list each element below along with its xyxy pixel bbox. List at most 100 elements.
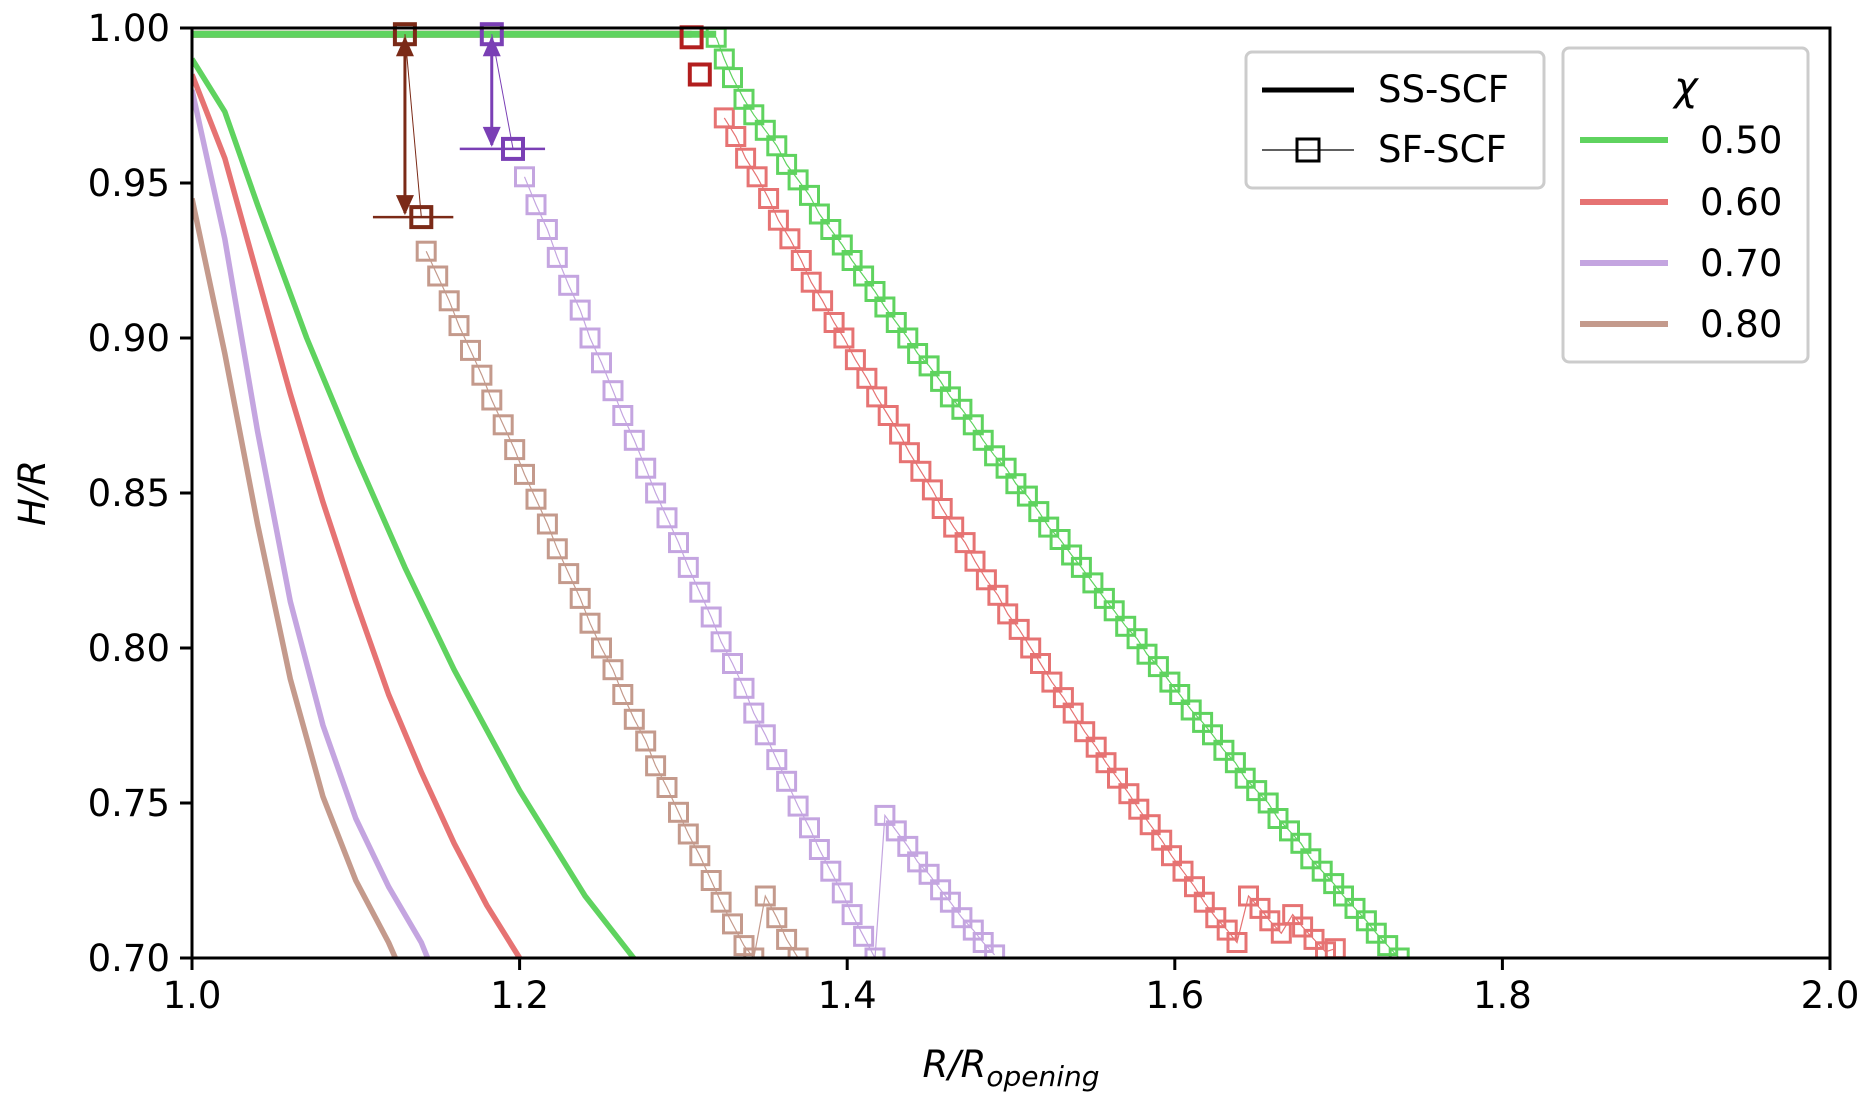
sf-scf-marker [427, 265, 449, 287]
sf-scf-marker [939, 386, 961, 408]
y-tick-label: 0.90 [88, 317, 170, 360]
sf-scf-marker [623, 708, 645, 730]
sf-scf-marker [1161, 845, 1182, 867]
sf-scf-marker [1388, 947, 1410, 958]
sf-scf-marker [790, 250, 812, 271]
sf-scf-marker [931, 498, 953, 519]
sf-scf-marker [635, 457, 657, 479]
sf-scf-marker [1030, 653, 1051, 674]
sf-scf-marker [546, 538, 568, 560]
sf-scf-marker [1169, 684, 1191, 705]
sf-scf-marker [766, 749, 788, 771]
sf-scf-marker [460, 339, 481, 361]
sf-scf-marker [918, 355, 940, 377]
sf-scf-legend-label: SF-SCF [1378, 128, 1507, 171]
transition-marker [409, 205, 434, 230]
transition-link [491, 34, 514, 149]
sf-scf-marker [787, 947, 809, 958]
sf-scf-marker [591, 637, 612, 659]
y-tick-label: 0.75 [88, 782, 170, 825]
sf-scf-marker [602, 659, 624, 681]
sf-scf-marker [975, 569, 997, 591]
sf-scf-marker [1444, 1008, 1462, 1026]
sf-scf-marker [972, 932, 994, 953]
sf-scf-marker [776, 153, 798, 175]
sf-scf-marker [910, 460, 932, 482]
sf-scf-marker [808, 839, 830, 860]
sf-scf-marker [841, 904, 863, 926]
sf-scf-marker [767, 209, 789, 231]
sf-scf-marker [885, 820, 907, 842]
sf-scf-marker [725, 126, 747, 147]
ss-scf-line [192, 197, 399, 958]
sf-scf-marker [799, 817, 820, 839]
sf-scf-marker [972, 429, 994, 451]
sf-scf-marker [492, 414, 514, 436]
sf-scf-marker [471, 364, 493, 386]
sf-scf-marker [645, 482, 667, 504]
sf-scf-marker [558, 274, 580, 296]
sf-scf-marker [689, 581, 711, 603]
sf-scf-marker [689, 845, 711, 867]
sf-scf-marker [1016, 485, 1038, 507]
sf-scf-marker [722, 67, 743, 89]
sf-scf-marker [504, 439, 526, 461]
sf-scf-marker [812, 290, 834, 312]
chi-legend-box [1561, 46, 1810, 364]
sf-scf-marker [831, 882, 853, 904]
sf-scf-marker [984, 445, 1006, 467]
sf-scf-marker [656, 777, 678, 798]
sf-scf-marker [964, 550, 986, 572]
sf-scf-marker [591, 352, 612, 374]
x-axis: 1.0 1.2 1.4 1.6 1.8 2.0 [163, 958, 1859, 1017]
sf-scf-marker [579, 612, 601, 634]
sf-scf-marker [1311, 860, 1333, 882]
transition-marker [392, 22, 417, 47]
sf-scf-line [425, 250, 799, 958]
y-axis: 0.70 0.75 0.80 0.85 0.90 0.95 1.00 [88, 7, 192, 980]
transition-marker [687, 62, 712, 87]
sf-scf-marker [612, 684, 634, 705]
sf-scf-marker [602, 380, 624, 402]
sf-scf-marker [1128, 798, 1150, 820]
y-tick-label: 0.85 [88, 472, 170, 515]
sf-scf-marker [844, 349, 866, 371]
sf-scf-marker [668, 532, 689, 554]
sf-scf-marker [448, 315, 470, 337]
style-legend: SS-SCF SF-SCF [1244, 50, 1546, 190]
ss-scf-legend-label: SS-SCF [1378, 68, 1509, 111]
sf-scf-marker [766, 907, 788, 929]
sf-scf-marker [710, 891, 732, 913]
annotation-layer [372, 22, 712, 230]
sf-scf-marker [677, 556, 699, 578]
sf-scf-marker [700, 870, 722, 891]
sf-scf-marker [833, 327, 855, 349]
sf-scf-marker [1193, 891, 1215, 913]
sf-scf-marker [1259, 910, 1281, 932]
sf-scf-marker [1267, 808, 1289, 829]
sf-scf-marker [754, 724, 776, 746]
sf-scf-legend-marker [1295, 137, 1321, 163]
y-tick-label: 1.00 [88, 7, 170, 50]
sf-scf-marker [525, 488, 547, 510]
sf-scf-marker [1344, 897, 1366, 919]
y-axis-title: H/R [11, 460, 54, 526]
sf-scf-marker [1246, 780, 1268, 802]
sf-scf-marker [1103, 600, 1125, 622]
sf-scf-marker [918, 863, 940, 885]
sf-scf-marker [898, 442, 920, 464]
sf-scf-marker [623, 429, 645, 451]
x-tick-label: 1.4 [818, 974, 877, 1017]
sf-scf-marker [776, 770, 798, 792]
sf-scf-marker [635, 730, 657, 752]
y-tick-label: 0.70 [88, 937, 170, 980]
sf-scf-marker [787, 169, 809, 191]
sf-scf-marker [746, 166, 768, 188]
sf-scf-marker [776, 928, 798, 950]
sf-scf-marker [1038, 516, 1060, 538]
sf-scf-marker [536, 513, 558, 535]
sf-scf-marker [514, 463, 535, 485]
sf-scf-marker [1423, 983, 1441, 1001]
sf-scf-marker [700, 606, 722, 628]
